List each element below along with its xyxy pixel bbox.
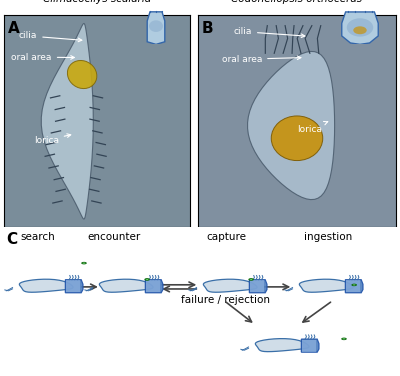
Polygon shape bbox=[299, 279, 353, 292]
Polygon shape bbox=[65, 280, 83, 293]
Polygon shape bbox=[41, 23, 93, 219]
Circle shape bbox=[82, 262, 86, 264]
Polygon shape bbox=[19, 279, 73, 292]
Polygon shape bbox=[345, 280, 363, 293]
Polygon shape bbox=[248, 52, 335, 200]
Text: B: B bbox=[202, 21, 214, 36]
Ellipse shape bbox=[353, 26, 367, 34]
Text: capture: capture bbox=[206, 232, 246, 242]
Text: lorica: lorica bbox=[297, 121, 328, 134]
Ellipse shape bbox=[271, 116, 323, 161]
Text: lorica: lorica bbox=[34, 134, 71, 144]
Text: A: A bbox=[8, 21, 20, 36]
Text: cilia: cilia bbox=[234, 27, 305, 38]
Ellipse shape bbox=[347, 18, 373, 36]
Polygon shape bbox=[250, 280, 264, 292]
Polygon shape bbox=[301, 339, 319, 352]
Text: ingestion: ingestion bbox=[304, 232, 352, 242]
Polygon shape bbox=[146, 280, 160, 292]
Circle shape bbox=[249, 279, 254, 280]
Text: Codonellopsis orthoceras: Codonellopsis orthoceras bbox=[232, 0, 362, 5]
Polygon shape bbox=[249, 280, 267, 293]
Text: encounter: encounter bbox=[87, 232, 141, 242]
Circle shape bbox=[83, 263, 85, 264]
Polygon shape bbox=[346, 280, 360, 292]
Text: Climacocilys scalaria: Climacocilys scalaria bbox=[43, 0, 151, 5]
Polygon shape bbox=[145, 280, 163, 293]
Circle shape bbox=[146, 279, 148, 280]
Circle shape bbox=[343, 338, 345, 339]
Circle shape bbox=[145, 279, 150, 280]
Polygon shape bbox=[302, 340, 316, 352]
Polygon shape bbox=[147, 12, 165, 44]
Circle shape bbox=[352, 284, 356, 286]
Ellipse shape bbox=[68, 61, 97, 89]
Circle shape bbox=[250, 279, 252, 280]
Text: cilia: cilia bbox=[19, 32, 82, 42]
Text: failure / rejection: failure / rejection bbox=[182, 295, 270, 305]
Circle shape bbox=[342, 338, 346, 340]
Ellipse shape bbox=[149, 20, 163, 32]
Text: search: search bbox=[21, 232, 55, 242]
Polygon shape bbox=[99, 279, 153, 292]
Text: oral area: oral area bbox=[12, 53, 74, 62]
Polygon shape bbox=[66, 280, 80, 292]
Polygon shape bbox=[255, 339, 309, 352]
Text: oral area: oral area bbox=[222, 55, 301, 64]
Polygon shape bbox=[342, 12, 378, 44]
Text: C: C bbox=[6, 232, 17, 247]
Polygon shape bbox=[203, 279, 257, 292]
